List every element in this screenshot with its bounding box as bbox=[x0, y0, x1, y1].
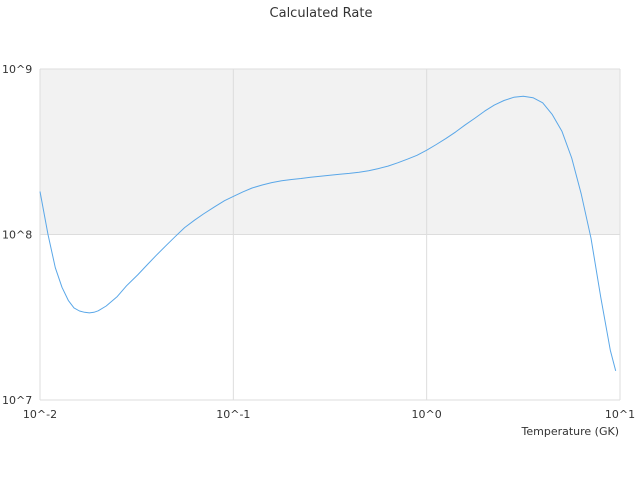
y-tick-label-2: 10^9 bbox=[2, 63, 32, 76]
chart-title: Calculated Rate bbox=[270, 6, 373, 21]
y-tick-label-1: 10^8 bbox=[2, 229, 32, 242]
grid-layer bbox=[39, 68, 621, 401]
x-tick-label-3: 10^1 bbox=[605, 408, 635, 421]
y-tick-label-0: 10^7 bbox=[2, 394, 32, 407]
band-layer bbox=[40, 69, 620, 235]
x-tick-label-0: 10^-2 bbox=[23, 408, 57, 421]
tick-layer: 10^-2 10^-1 10^0 10^1 10^7 10^8 10^9 bbox=[2, 63, 635, 421]
x-axis-label: Temperature (GK) bbox=[521, 425, 620, 438]
shaded-band bbox=[40, 69, 620, 235]
x-tick-label-1: 10^-1 bbox=[216, 408, 250, 421]
series-line-0 bbox=[39, 95, 617, 372]
series-layer bbox=[39, 95, 617, 372]
x-tick-label-2: 10^0 bbox=[412, 408, 442, 421]
